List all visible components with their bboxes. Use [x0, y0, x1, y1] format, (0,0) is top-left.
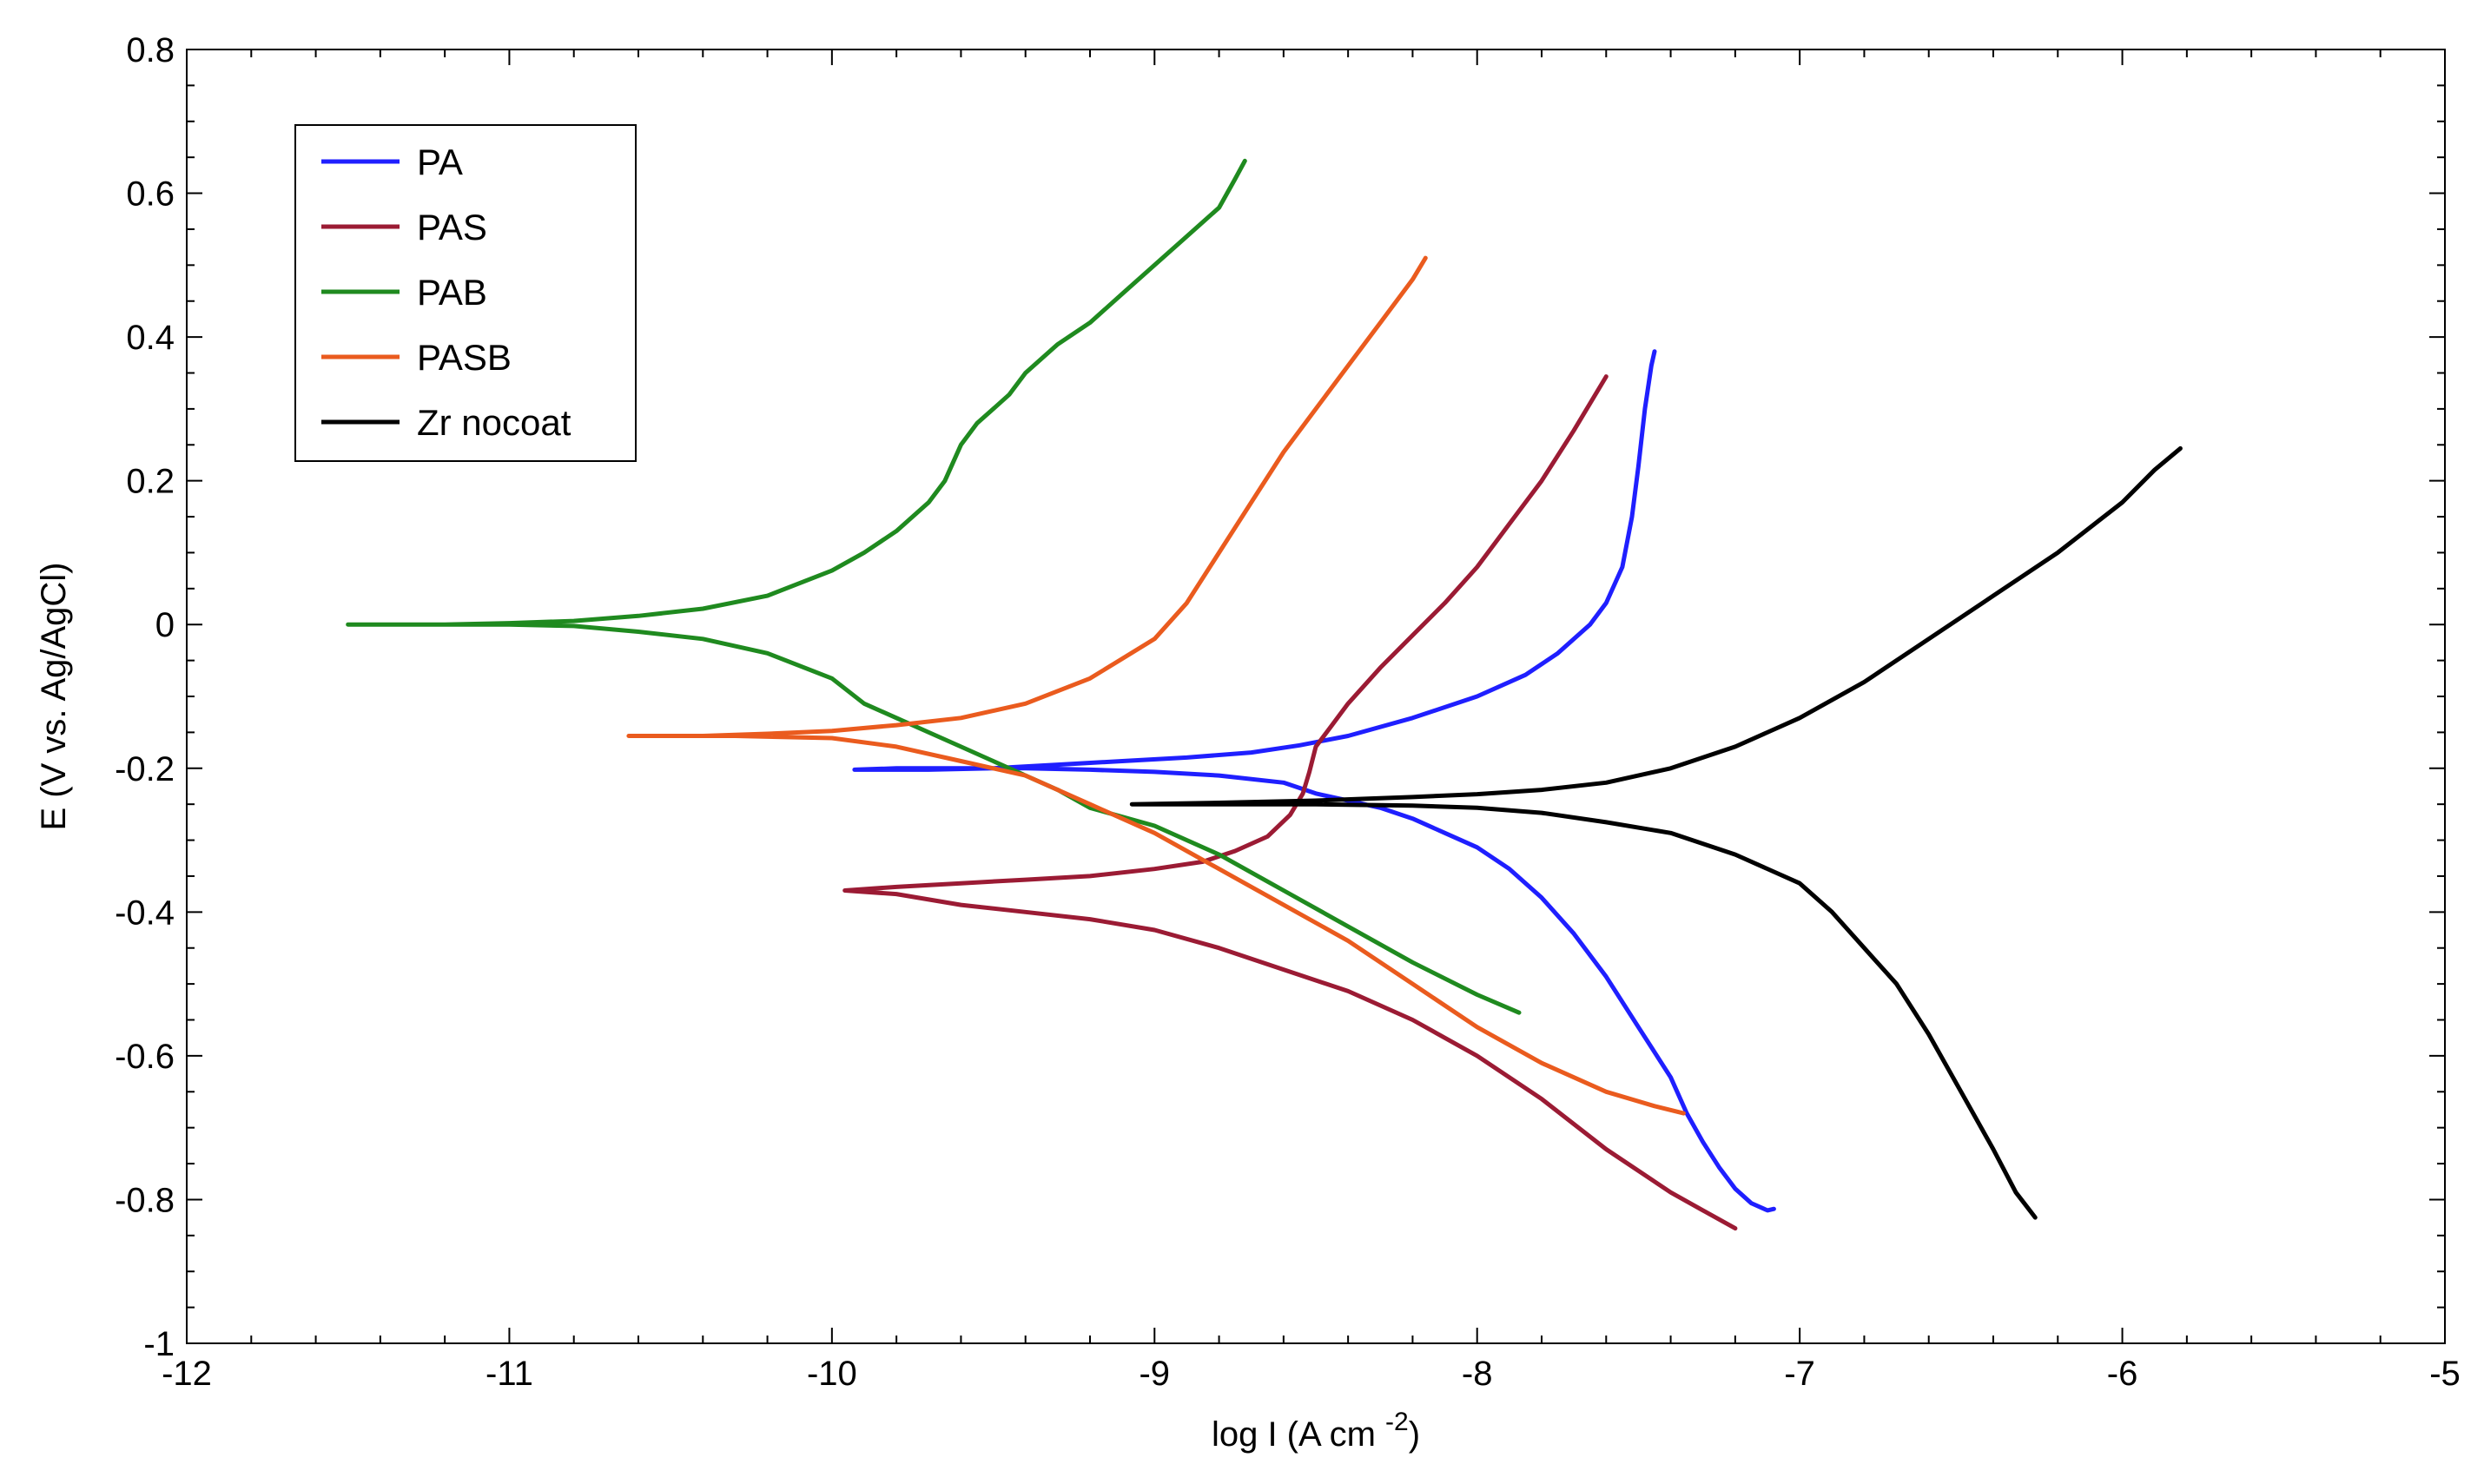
x-tick-label: -12 [162, 1355, 212, 1393]
y-axis-label: E (V vs. Ag/AgCl) [35, 563, 73, 831]
y-tick-label: 0.2 [126, 463, 175, 501]
legend-item: PAS [321, 207, 487, 247]
series-zr-nocoat [1129, 445, 2183, 1220]
series-line [852, 349, 1776, 1213]
x-tick-label: -5 [2429, 1355, 2461, 1393]
x-axis-label-suffix: ) [1409, 1415, 1420, 1454]
x-tick-label: -11 [486, 1355, 533, 1393]
axis-tick-labels: -12 -11 -10 -9 -8 -7 -6 -5 0.8 0.6 0.4 0.2 0 -0.2 -0.4… [115, 31, 2461, 1393]
series-pas [842, 374, 1738, 1231]
x-axis-label: log I (A cm -2) [1212, 1408, 1420, 1454]
series-line [842, 374, 1738, 1231]
y-tick-label: -0.4 [115, 894, 175, 932]
y-tick-label: 0.6 [126, 175, 175, 214]
y-tick-label: 0.4 [126, 319, 175, 357]
legend-label: PAS [417, 207, 487, 247]
series-line [626, 255, 1686, 1116]
x-tick-label: -9 [1139, 1355, 1170, 1393]
legend-item: PASB [321, 337, 512, 378]
x-tick-label: -7 [1784, 1355, 1815, 1393]
x-axis-label-main: log I (A cm [1212, 1415, 1385, 1454]
series-line [1129, 445, 2183, 1220]
legend-item: PAB [321, 272, 487, 313]
y-tick-label: -0.6 [115, 1038, 175, 1076]
series-pa [852, 349, 1776, 1213]
legend-label: Zr nocoat [417, 402, 571, 443]
series-pab [346, 158, 1522, 1015]
y-tick-label: -1 [143, 1325, 175, 1363]
legend-item: Zr nocoat [321, 402, 571, 443]
y-tick-label: 0.8 [126, 31, 175, 69]
series-group [346, 158, 2183, 1231]
legend-label: PA [417, 142, 463, 182]
x-tick-label: -6 [2107, 1355, 2138, 1393]
legend-label: PAB [417, 272, 487, 313]
x-axis-label-superscript: -2 [1385, 1408, 1409, 1436]
legend: PA PAS PAB PASB Zr nocoat [294, 124, 637, 462]
legend-label: PASB [417, 337, 512, 378]
legend-item: PA [321, 142, 463, 182]
x-tick-label: -10 [807, 1355, 857, 1393]
y-tick-label: -0.2 [115, 750, 175, 788]
y-tick-label: -0.8 [115, 1181, 175, 1219]
series-pasb [626, 255, 1686, 1116]
x-tick-label: -8 [1462, 1355, 1493, 1393]
series-line [346, 158, 1522, 1015]
y-tick-label: 0 [155, 606, 175, 644]
axis-ticks [186, 49, 2446, 1344]
